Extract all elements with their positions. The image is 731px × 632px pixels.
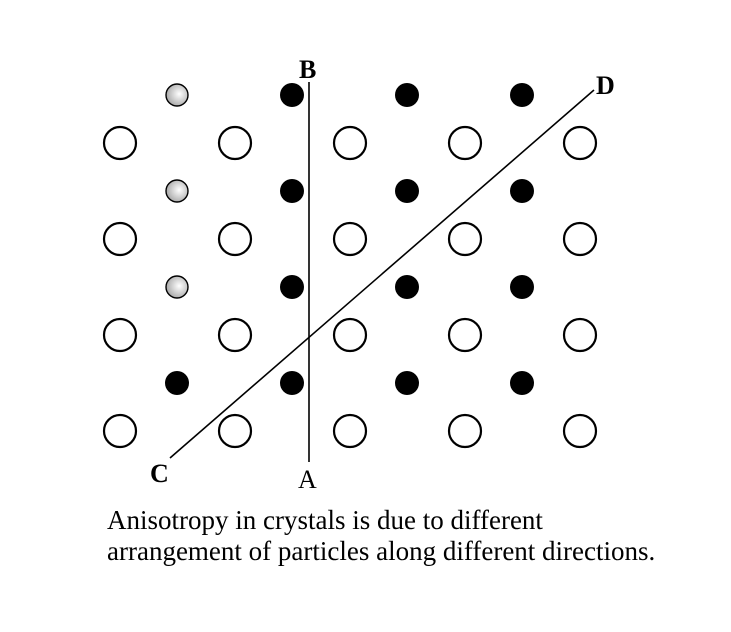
open-particle xyxy=(332,125,368,161)
open-particle xyxy=(562,317,598,353)
label-d: D xyxy=(596,71,615,100)
particle-lattice xyxy=(102,83,598,449)
filled-particle xyxy=(395,275,419,299)
filled-particle xyxy=(510,83,534,107)
open-particle xyxy=(562,413,598,449)
open-particle xyxy=(562,221,598,257)
open-particle xyxy=(102,317,138,353)
filled-particle xyxy=(395,83,419,107)
open-particle xyxy=(217,317,253,353)
filled-particle xyxy=(280,179,304,203)
filled-particle xyxy=(510,179,534,203)
open-particle xyxy=(332,221,368,257)
filled-particle xyxy=(510,275,534,299)
anisotropy-diagram: B A C D xyxy=(102,55,615,494)
label-a: A xyxy=(298,465,317,494)
grey-particle xyxy=(165,275,189,299)
open-particle xyxy=(447,125,483,161)
filled-particle xyxy=(165,371,189,395)
open-particle xyxy=(332,317,368,353)
filled-particle xyxy=(280,371,304,395)
open-particle xyxy=(102,221,138,257)
grey-particle xyxy=(165,179,189,203)
grey-particle xyxy=(165,83,189,107)
open-particle xyxy=(217,413,253,449)
filled-particle xyxy=(280,275,304,299)
filled-particle xyxy=(395,371,419,395)
open-particle xyxy=(102,125,138,161)
filled-particle xyxy=(280,83,304,107)
open-particle xyxy=(332,413,368,449)
open-particle xyxy=(102,413,138,449)
line-c-d xyxy=(169,89,595,459)
label-b: B xyxy=(299,55,316,84)
open-particle xyxy=(447,317,483,353)
open-particle xyxy=(447,221,483,257)
label-c: C xyxy=(150,459,169,488)
filled-particle xyxy=(510,371,534,395)
filled-particle xyxy=(395,179,419,203)
caption: Anisotropy in crystals is due to differe… xyxy=(107,505,656,566)
open-particle xyxy=(447,413,483,449)
open-particle xyxy=(562,125,598,161)
open-particle xyxy=(217,125,253,161)
open-particle xyxy=(217,221,253,257)
